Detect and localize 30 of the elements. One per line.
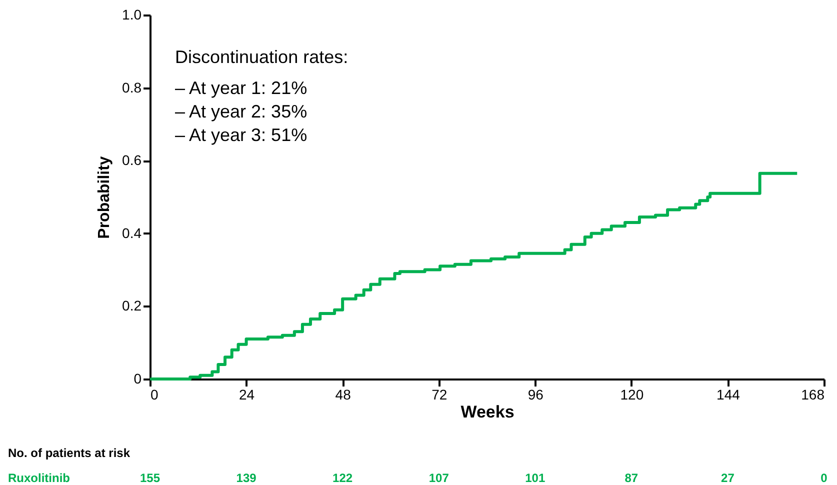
annotation: – At year 2: 35% — [175, 102, 308, 122]
y-axis-title: Probability — [96, 156, 114, 239]
y-tick-label: 0.8 — [122, 79, 142, 96]
annotation: – At year 1: 21% — [175, 78, 308, 98]
x-axis-title: Weeks — [460, 402, 514, 422]
annotation: – At year 3: 51% — [175, 125, 308, 145]
text: 155 — [140, 471, 160, 485]
text: 87 — [624, 471, 638, 485]
text: 122 — [332, 471, 353, 485]
x-tick-label: 24 — [238, 386, 255, 402]
text: No. of patients at risk — [8, 446, 130, 460]
x-tick-label: 96 — [528, 386, 544, 402]
text: 101 — [525, 471, 546, 485]
y-tick-label: 0 — [134, 370, 142, 386]
x-tick-label: 120 — [620, 386, 644, 402]
text: Ruxolitinib — [8, 471, 70, 485]
x-tick-label: 0 — [150, 386, 158, 402]
y-tick-label: 0.6 — [122, 152, 142, 168]
x-tick-label: 72 — [432, 386, 448, 402]
text: 27 — [721, 471, 735, 485]
text: 0 — [820, 471, 828, 485]
text: 139 — [236, 471, 257, 485]
y-tick-label: 1.0 — [122, 6, 142, 22]
text: 107 — [428, 471, 450, 485]
x-tick-label: 48 — [335, 386, 352, 402]
y-tick-label: 0.4 — [122, 224, 142, 241]
annotation: Discontinuation rates: — [175, 47, 348, 67]
x-tick-label: 168 — [801, 386, 825, 402]
x-tick-label: 144 — [716, 386, 740, 402]
y-tick-label: 0.2 — [122, 298, 142, 314]
